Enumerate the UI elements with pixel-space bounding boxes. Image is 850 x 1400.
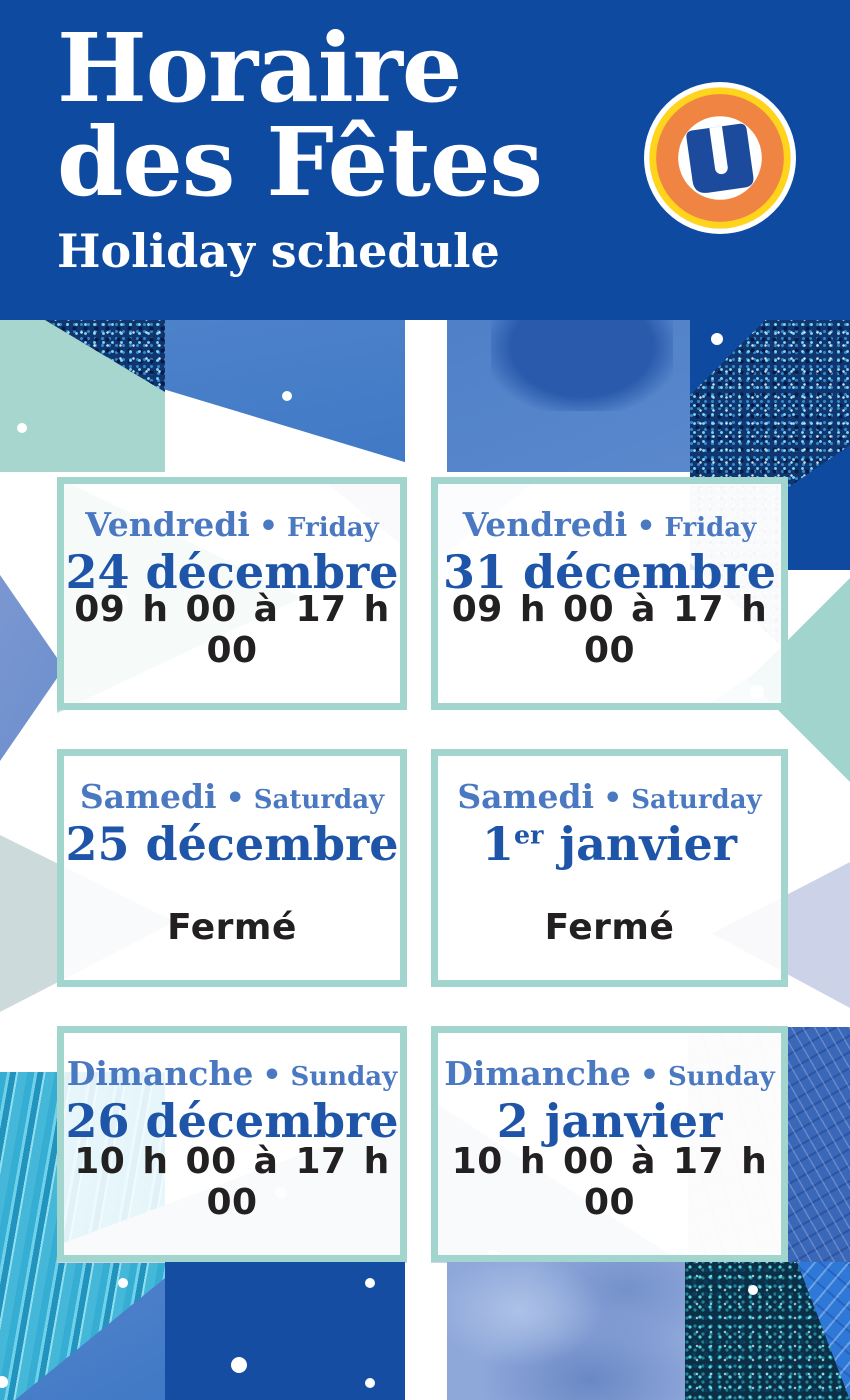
bullet-separator-icon: • [603, 781, 623, 816]
bg-glitter-teal-bottom [685, 1262, 850, 1400]
card-day-line: Dimanche • Sunday [64, 1055, 400, 1096]
card-date-ordinal: er [513, 819, 544, 850]
card-date: 31 décembre [438, 547, 781, 597]
card-day-en: Friday [287, 513, 379, 543]
bg-periwinkle-watercolor-bottom [447, 1262, 685, 1400]
card-hours: Fermé [544, 907, 675, 948]
card-date-text: 2 janvier [496, 1094, 723, 1148]
card-hours: 09 h 00 à 17 h 00 [74, 589, 390, 671]
bullet-separator-icon: • [262, 1058, 282, 1093]
card-hours: 10 h 00 à 17 h 00 [451, 1141, 768, 1223]
card-day-en: Saturday [631, 785, 762, 815]
card-date-text: 25 décembre [65, 817, 399, 871]
schedule-grid: Vendredi • Friday 24 décembre 09 h 00 à 17… [57, 477, 788, 1262]
card-date: 2 janvier [438, 1096, 781, 1146]
card-day-fr: Samedi [79, 777, 217, 816]
card-day-en: Friday [664, 513, 757, 543]
card-date-rest: janvier [543, 817, 738, 871]
bullet-separator-icon: • [639, 1058, 659, 1093]
card-day-line: Vendredi • Friday [64, 506, 400, 547]
card-day-en: Sunday [290, 1062, 398, 1092]
card-hours: 10 h 00 à 17 h 00 [74, 1141, 390, 1223]
deco-dot [17, 423, 27, 433]
card-day-fr: Dimanche [444, 1054, 631, 1093]
deco-dot [365, 1378, 375, 1388]
schedule-card: Dimanche • Sunday 26 décembre 10 h 00 à 17… [57, 1026, 407, 1262]
card-date: 24 décembre [64, 547, 400, 597]
card-day-line: Dimanche • Sunday [438, 1055, 781, 1096]
bg-watercolor-panel-top [447, 320, 690, 472]
bullet-separator-icon: • [636, 509, 656, 544]
schedule-card: Vendredi • Friday 24 décembre 09 h 00 à 17… [57, 477, 407, 710]
card-hours: 09 h 00 à 17 h 00 [451, 589, 768, 671]
deco-dot [282, 391, 292, 401]
schedule-card: Samedi • Saturday 25 décembre Fermé [57, 749, 407, 987]
schedule-card: Samedi • Saturday 1er janvier Fermé [431, 749, 788, 987]
schedule-card: Vendredi • Friday 31 décembre 09 h 00 à 17… [431, 477, 788, 710]
title-line-1: Horaire [57, 13, 462, 124]
card-date-text: 1 [481, 817, 514, 871]
card-hours: Fermé [167, 907, 297, 948]
deco-dot [231, 1357, 247, 1373]
schedule-card: Dimanche • Sunday 2 janvier 10 h 00 à 17 h… [431, 1026, 788, 1262]
bullet-separator-icon: • [225, 781, 245, 816]
header-band: Horaire des Fêtes Holiday schedule [0, 0, 850, 320]
card-date: 1er janvier [438, 819, 781, 869]
page-title: Horaire des Fêtes [57, 13, 543, 219]
card-date-text: 26 décembre [65, 1094, 399, 1148]
brand-logo-u-icon [644, 82, 796, 234]
page-subtitle: Holiday schedule [57, 224, 500, 278]
card-day-fr: Vendredi [462, 505, 628, 544]
card-day-fr: Dimanche [66, 1054, 254, 1093]
card-date: 25 décembre [64, 819, 400, 869]
card-date: 26 décembre [64, 1096, 400, 1146]
deco-dot [365, 1278, 375, 1288]
card-day-fr: Vendredi [85, 505, 250, 544]
card-day-line: Vendredi • Friday [438, 506, 781, 547]
deco-dot [0, 1376, 8, 1388]
card-day-line: Samedi • Saturday [64, 778, 400, 819]
bg-bluecrack-right-row3 [788, 1027, 850, 1263]
deco-dot [118, 1278, 128, 1288]
deco-dot [748, 1285, 758, 1295]
title-line-2: des Fêtes [57, 107, 543, 219]
card-date-text: 31 décembre [442, 545, 777, 599]
card-day-en: Sunday [668, 1062, 775, 1092]
card-day-fr: Samedi [457, 777, 595, 816]
bg-blue-wedge-left [0, 575, 64, 761]
bullet-separator-icon: • [258, 509, 279, 544]
card-day-line: Samedi • Saturday [438, 778, 781, 819]
card-day-en: Saturday [253, 785, 385, 815]
card-date-text: 24 décembre [65, 545, 399, 599]
deco-dot [711, 333, 723, 345]
